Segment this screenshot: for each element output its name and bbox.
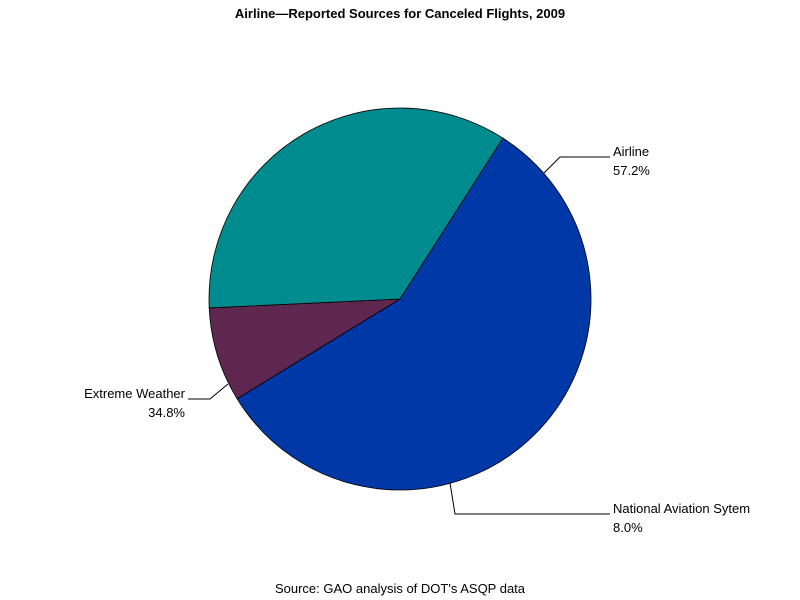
slice-percent-airline: 57.2% — [613, 163, 650, 178]
pie-slice-airline — [236, 137, 592, 491]
pie-slice-national-aviation-system — [208, 298, 401, 400]
slice-label-airline: Airline — [613, 144, 649, 159]
slice-label-national-aviation-system: National Aviation Sytem — [613, 501, 750, 516]
slice-label-extreme-weather: Extreme Weather — [84, 386, 186, 401]
slice-percent-national-aviation-system: 8.0% — [613, 520, 643, 535]
slice-percent-extreme-weather: 34.8% — [148, 405, 185, 420]
leader-line-national-aviation-system — [449, 482, 610, 515]
leader-line-airline — [543, 156, 610, 174]
leader-line-extreme-weather — [188, 383, 229, 400]
pie-slice-extreme-weather — [208, 107, 504, 309]
chart-title: Airline—Reported Sources for Canceled Fl… — [234, 6, 566, 21]
chart-source: Source: GAO analysis of DOT's ASQP data — [274, 581, 526, 596]
